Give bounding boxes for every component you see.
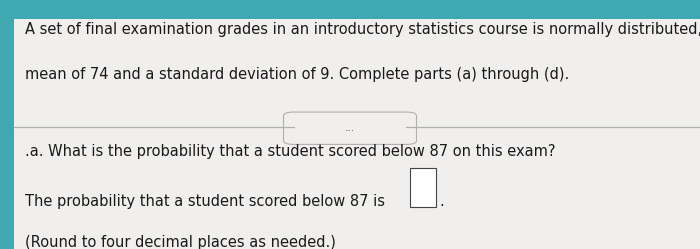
Text: (Round to four decimal places as needed.): (Round to four decimal places as needed.…: [25, 235, 335, 249]
Text: .a. What is the probability that a student scored below 87 on this exam?: .a. What is the probability that a stude…: [25, 144, 555, 159]
Text: .: .: [439, 194, 444, 209]
Text: A set of final examination grades in an introductory statistics course is normal: A set of final examination grades in an …: [25, 22, 700, 37]
Text: The probability that a student scored below 87 is: The probability that a student scored be…: [25, 194, 384, 209]
Bar: [0, 19, 14, 249]
Text: ...: ...: [345, 123, 355, 133]
Bar: [410, 168, 436, 207]
Bar: [0, 0, 700, 19]
Text: mean of 74 and a standard deviation of 9. Complete parts (a) through (d).: mean of 74 and a standard deviation of 9…: [25, 67, 568, 82]
FancyBboxPatch shape: [284, 112, 416, 144]
